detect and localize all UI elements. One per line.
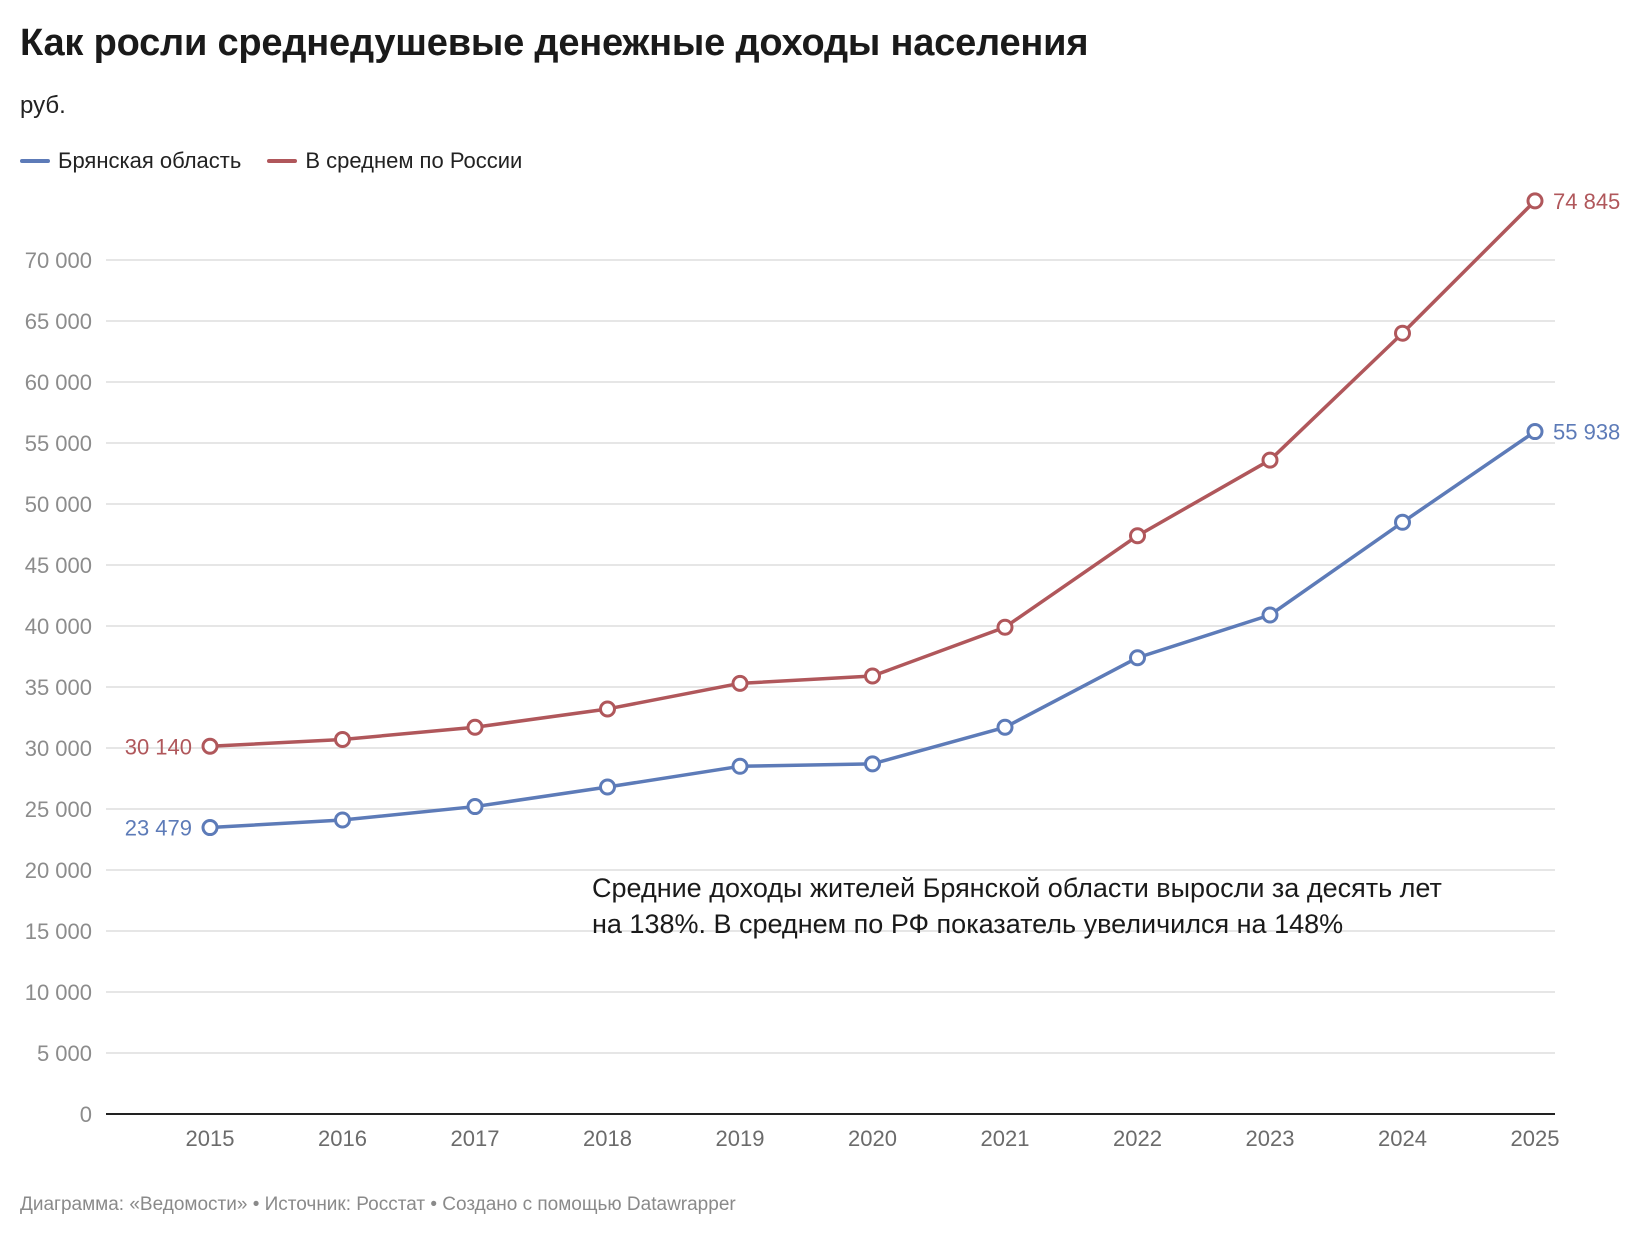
legend-item-russia: В среднем по России (267, 148, 522, 174)
point-bryansk-2020 (864, 755, 881, 773)
point-russia-2023 (1261, 451, 1279, 469)
point-bryansk-2016 (334, 811, 351, 829)
y-tick-label-5000: 5 000 (37, 1041, 92, 1066)
x-tick-label-2023: 2023 (1246, 1126, 1295, 1151)
point-russia-2019 (731, 674, 749, 692)
x-tick-label-2020: 2020 (848, 1126, 897, 1151)
point-bryansk-2024 (1394, 513, 1411, 531)
y-tick-label-30000: 30 000 (25, 736, 92, 761)
y-tick-label-10000: 10 000 (25, 980, 92, 1005)
legend: Брянская область В среднем по России (20, 148, 522, 174)
point-russia-2015 (201, 737, 219, 755)
point-russia-2017 (466, 718, 484, 736)
chart-title: Как росли среднедушевые денежные доходы … (20, 22, 1089, 64)
y-tick-label-25000: 25 000 (25, 797, 92, 822)
y-tick-label-65000: 65 000 (25, 309, 92, 334)
point-bryansk-2018 (599, 778, 616, 796)
x-tick-label-2018: 2018 (583, 1126, 632, 1151)
chart-subtitle: руб. (20, 92, 66, 119)
data-label-first-russia: 30 140 (125, 734, 192, 759)
x-tick-label-2019: 2019 (716, 1126, 765, 1151)
point-russia-2020 (864, 667, 881, 685)
point-bryansk-2025 (1526, 423, 1544, 441)
y-tick-label-50000: 50 000 (25, 492, 92, 517)
x-tick-label-2016: 2016 (318, 1126, 367, 1151)
chart-annotation: Средние доходы жителей Брянской области … (592, 870, 1572, 942)
data-label-last-bryansk: 55 938 (1553, 420, 1620, 445)
point-bryansk-2015 (201, 819, 219, 837)
x-tick-label-2022: 2022 (1113, 1126, 1162, 1151)
legend-swatch-bryansk (20, 159, 50, 163)
point-russia-2018 (599, 700, 616, 718)
y-tick-label-15000: 15 000 (25, 919, 92, 944)
point-russia-2021 (996, 618, 1014, 636)
point-russia-2025 (1526, 192, 1544, 210)
y-tick-label-0: 0 (80, 1102, 92, 1127)
x-tick-label-2021: 2021 (981, 1126, 1030, 1151)
point-russia-2024 (1394, 324, 1411, 342)
point-bryansk-2023 (1261, 606, 1279, 624)
y-tick-label-45000: 45 000 (25, 553, 92, 578)
data-label-last-russia: 74 845 (1553, 189, 1620, 214)
y-tick-label-40000: 40 000 (25, 614, 92, 639)
point-bryansk-2017 (466, 798, 484, 816)
point-russia-2016 (334, 730, 351, 748)
legend-label-bryansk: Брянская область (58, 148, 242, 173)
point-bryansk-2022 (1129, 649, 1146, 667)
legend-swatch-russia (267, 159, 298, 163)
y-tick-label-60000: 60 000 (25, 370, 92, 395)
y-tick-label-35000: 35 000 (25, 675, 92, 700)
x-tick-label-2015: 2015 (186, 1126, 235, 1151)
legend-item-bryansk: Брянская область (20, 148, 241, 174)
point-bryansk-2019 (731, 757, 749, 775)
point-russia-2022 (1129, 527, 1146, 545)
line-chart: 0 5 000 10 000 15 000 20 000 25 000 30 000 35 0… (25, 189, 1621, 1151)
y-tick-label-20000: 20 000 (25, 858, 92, 883)
y-tick-label-55000: 55 000 (25, 431, 92, 456)
annotation-line-1: Средние доходы жителей Брянской области … (592, 873, 1442, 903)
y-tick-label-70000: 70 000 (25, 248, 92, 273)
x-tick-label-2017: 2017 (451, 1126, 500, 1151)
data-label-first-bryansk: 23 479 (125, 816, 192, 841)
x-tick-label-2025: 2025 (1511, 1126, 1560, 1151)
legend-label-russia: В среднем по России (305, 148, 523, 173)
chart-footer: Диаграмма: «Ведомости» • Источник: Росст… (20, 1194, 736, 1215)
annotation-line-2: на 138%. В среднем по РФ показатель увел… (592, 909, 1344, 939)
x-tick-label-2024: 2024 (1378, 1126, 1427, 1151)
series-line-russia (208, 199, 1537, 749)
point-bryansk-2021 (996, 718, 1014, 736)
